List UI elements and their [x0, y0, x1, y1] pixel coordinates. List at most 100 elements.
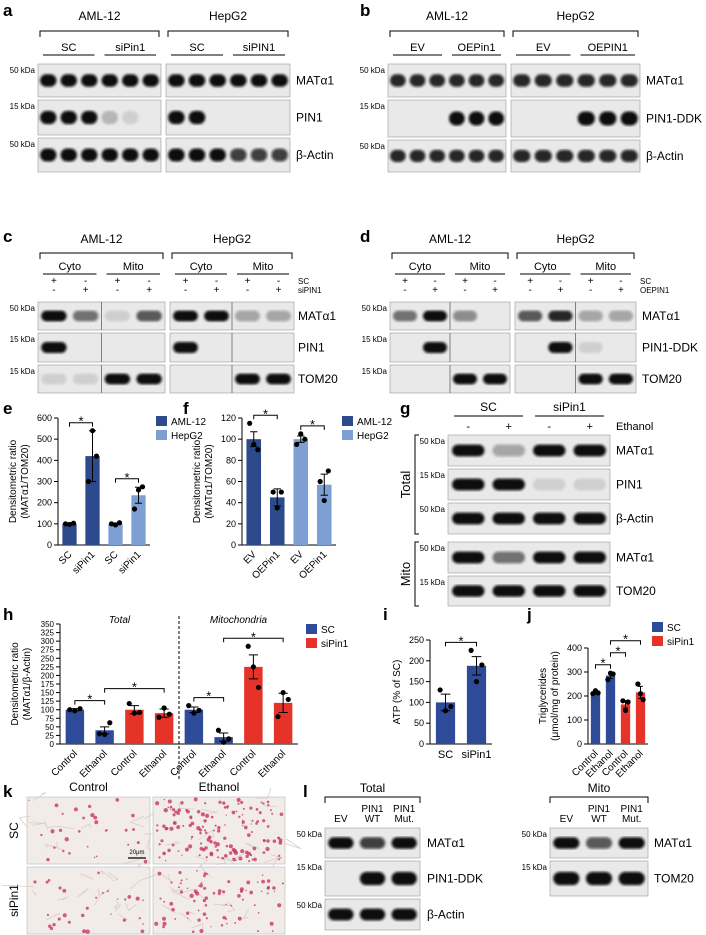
lipid-droplet	[127, 843, 130, 846]
bar	[635, 692, 646, 744]
lane-label: PIN1	[588, 804, 611, 815]
protein-label: MATα1	[642, 309, 680, 323]
lipid-droplet	[232, 848, 237, 853]
lipid-droplet	[142, 923, 144, 925]
lipid-droplet	[167, 848, 171, 853]
lipid-droplet	[222, 915, 226, 920]
lipid-droplet	[203, 819, 207, 823]
panel-letter: k	[3, 782, 13, 801]
treatment-sign: +	[588, 276, 594, 287]
cell-outline	[178, 802, 195, 810]
band	[391, 908, 417, 921]
data-point	[294, 441, 300, 448]
lane-group-label: Cyto	[534, 261, 557, 273]
treatment-sign: +	[183, 276, 189, 287]
group-label: HepG2	[556, 9, 594, 23]
band	[429, 74, 446, 87]
band	[142, 148, 159, 162]
group-bracket	[39, 30, 160, 37]
group-bracket	[389, 30, 505, 37]
lipid-droplet	[131, 813, 135, 818]
lipid-droplet	[242, 807, 245, 810]
band	[618, 871, 645, 886]
y-tick-label: 0	[50, 740, 55, 749]
lipid-droplet	[122, 918, 127, 922]
scale-bar-label: 20μm	[129, 850, 144, 856]
cell-outline	[115, 900, 122, 911]
band	[533, 585, 566, 597]
band	[235, 373, 260, 385]
cell-outline	[129, 815, 144, 828]
band	[359, 908, 386, 921]
mw-marker: 50 kDa	[10, 140, 36, 149]
y-tick-label: 250	[409, 635, 424, 645]
lipid-droplet	[262, 802, 265, 805]
blot-strip	[165, 137, 291, 173]
legend-label: AML-12	[357, 417, 392, 428]
panel-letter: d	[360, 227, 370, 246]
significance-label: *	[600, 656, 605, 671]
panel-letter: i	[383, 605, 388, 624]
lipid-droplet	[251, 858, 254, 861]
lipid-droplet	[178, 871, 182, 875]
lipid-droplet	[106, 890, 109, 893]
lane-group-label: EV	[536, 42, 551, 54]
lipid-droplet	[205, 856, 208, 859]
lipid-droplet	[160, 839, 164, 843]
y-tick-label: 0	[47, 540, 52, 550]
lipid-droplet	[223, 836, 227, 840]
lipid-droplet	[58, 886, 62, 890]
significance-label: *	[458, 633, 463, 648]
group-bracket	[549, 796, 649, 803]
micrograph-image	[26, 796, 151, 865]
band	[60, 74, 77, 87]
data-point	[196, 707, 202, 714]
lipid-droplet	[250, 823, 252, 825]
band	[573, 444, 606, 457]
data-point	[625, 699, 631, 705]
lipid-droplet	[64, 837, 69, 842]
lipid-droplet	[179, 890, 184, 894]
cell-outline	[161, 874, 171, 882]
band	[452, 551, 485, 564]
significance-label: *	[615, 644, 620, 659]
treatment-sign: -	[433, 276, 436, 287]
data-point	[278, 489, 284, 495]
lipid-droplet	[224, 824, 226, 826]
lipid-droplet	[250, 830, 253, 834]
band	[168, 148, 185, 162]
y-tick-label: 0	[419, 739, 424, 749]
lipid-droplet	[82, 929, 87, 934]
data-point	[93, 453, 100, 459]
lipid-droplet	[260, 890, 263, 893]
band	[136, 373, 162, 385]
band	[488, 111, 505, 126]
lipid-droplet	[62, 913, 67, 918]
lipid-droplet	[142, 899, 144, 902]
protein-label: PIN1-DDK	[646, 112, 702, 126]
lipid-droplet	[245, 889, 247, 892]
lipid-droplet	[244, 850, 249, 855]
bar	[605, 675, 616, 744]
band	[488, 149, 505, 163]
cell-outline	[256, 788, 272, 799]
treatment-sign: -	[493, 276, 496, 287]
treatment-label: OEPIN1	[640, 286, 670, 295]
group-label: AML-12	[78, 9, 120, 23]
protein-label: TOM20	[298, 372, 338, 386]
cell-outline	[215, 862, 226, 865]
lipid-droplet	[271, 812, 274, 815]
mw-marker: 15 kDa	[10, 335, 36, 344]
y-tick-label: 275	[41, 646, 55, 655]
lipid-droplet	[191, 930, 195, 934]
lipid-droplet	[155, 801, 160, 806]
treatment-label: siPIN1	[298, 286, 322, 295]
lane-group-label: Mito	[253, 261, 274, 273]
lipid-droplet	[57, 917, 61, 921]
lipid-droplet	[174, 918, 177, 920]
legend-swatch	[342, 430, 353, 440]
lipid-droplet	[140, 929, 145, 934]
y-tick-label: 80	[226, 455, 236, 465]
treatment-sign: -	[184, 285, 187, 296]
blot-strip	[387, 139, 507, 173]
